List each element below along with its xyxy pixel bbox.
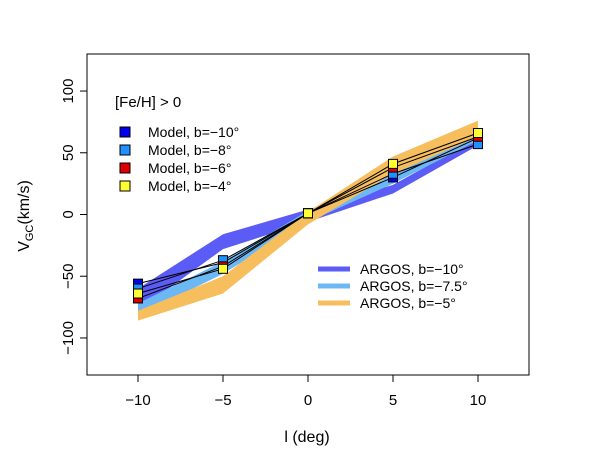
- y-axis-label-main: V: [16, 241, 33, 252]
- metallicity-annotation: [Fe/H] > 0: [115, 94, 181, 111]
- legend-model-swatch: [119, 144, 131, 156]
- model-point-3: [303, 208, 313, 219]
- y-tick-label: 50: [60, 144, 77, 161]
- y-axis-label: VGC(km/s): [16, 180, 36, 252]
- legend-model-swatch: [119, 126, 131, 138]
- model-point-3: [133, 288, 143, 299]
- legend-model-swatch: [119, 180, 131, 192]
- y-tick-label: 100: [60, 79, 77, 104]
- legend-model-label: Model, b=−10°: [148, 124, 239, 140]
- model-point-3: [218, 263, 228, 274]
- x-tick-label: −10: [125, 392, 150, 409]
- model-point-3: [388, 158, 398, 169]
- legend-models: Model, b=−10° Model, b=−8° Model, b=−6° Mod…: [119, 124, 239, 194]
- legend-model-label: Model, b=−6°: [148, 160, 231, 176]
- model-point-3: [473, 128, 483, 139]
- y-tick-label: 0: [60, 210, 77, 218]
- y-axis: −100 −50 0 50 100: [60, 79, 88, 355]
- legend-argos-label: ARGOS, b=−5°: [360, 295, 456, 311]
- legend-argos: ARGOS, b=−10°ARGOS, b=−7.5°ARGOS, b=−5°: [318, 261, 468, 311]
- y-axis-label-unit: (km/s): [16, 180, 33, 224]
- legend-model-label: Model, b=−8°: [148, 142, 231, 158]
- legend-argos-label: ARGOS, b=−7.5°: [360, 278, 468, 294]
- x-tick-label: 10: [470, 392, 487, 409]
- y-tick-label: −100: [60, 321, 77, 355]
- legend-argos-label: ARGOS, b=−10°: [360, 261, 464, 277]
- x-tick-label: 0: [304, 392, 312, 409]
- x-tick-label: −5: [214, 392, 231, 409]
- y-axis-label-subscript: GC: [24, 225, 36, 242]
- x-tick-label: 5: [389, 392, 397, 409]
- legend-model-label: Model, b=−4°: [148, 178, 231, 194]
- legend-model-swatch: [119, 162, 131, 174]
- y-tick-label: −50: [60, 264, 77, 289]
- model-markers: [133, 128, 483, 304]
- x-axis: −10 −5 0 5 10: [125, 374, 487, 409]
- x-axis-label: l (deg): [284, 429, 329, 446]
